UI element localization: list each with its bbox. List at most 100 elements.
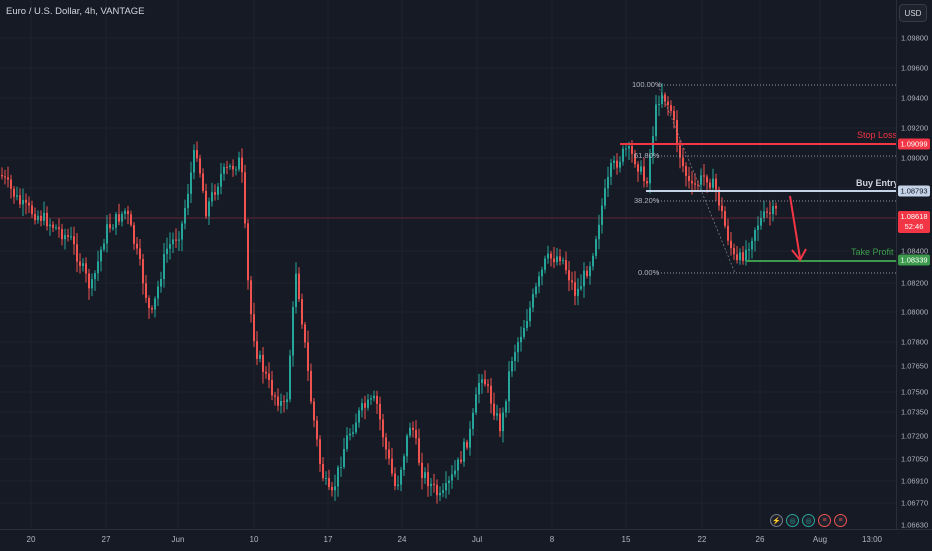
price-tick: 1.09200 <box>901 123 929 133</box>
chart-pane[interactable]: Euro / U.S. Dollar, 4h, VANTAGE Stop Los… <box>0 0 896 529</box>
candle-body <box>661 94 663 105</box>
candle-body <box>46 212 48 227</box>
candle-body <box>490 385 492 404</box>
candle-body <box>76 244 78 262</box>
candle-body <box>463 441 465 462</box>
time-tick: 22 <box>697 535 707 544</box>
candle-body <box>244 172 246 224</box>
candle-body <box>589 266 591 277</box>
candle-body <box>529 307 531 322</box>
candle-body <box>268 373 270 380</box>
time-tick: Jul <box>471 535 483 544</box>
candle-body <box>232 165 234 170</box>
currency-button[interactable]: USD <box>899 4 927 22</box>
candle-body <box>598 224 600 240</box>
candle-body <box>712 178 714 188</box>
candle-body <box>331 487 333 491</box>
candle-body <box>325 478 327 480</box>
candle-body <box>403 456 405 470</box>
candle-body <box>442 490 444 493</box>
candle-body <box>547 253 549 259</box>
candle-body <box>22 199 24 205</box>
candle-body <box>79 261 81 266</box>
flag-us-icon[interactable]: ≡ <box>834 514 847 527</box>
price-tick: 1.08200 <box>901 278 929 288</box>
candle-body <box>157 286 159 299</box>
candle-body <box>238 157 240 170</box>
candle-body <box>616 160 618 168</box>
candle-body <box>556 256 558 263</box>
candle-body <box>646 181 648 184</box>
candle-body <box>265 371 267 374</box>
candle-body <box>721 205 723 212</box>
candle-body <box>226 166 228 168</box>
indicator-icon[interactable]: ◎ <box>786 514 799 527</box>
candle-body <box>478 382 480 395</box>
candle-body <box>4 176 6 178</box>
candle-body <box>505 401 507 413</box>
candle-body <box>550 253 552 259</box>
take-profit-label: Take Profit <box>851 247 894 257</box>
candle-body <box>649 155 651 184</box>
candle-body <box>187 193 189 209</box>
candle-body <box>199 158 201 174</box>
candle-body <box>259 354 261 359</box>
candle-body <box>388 449 390 459</box>
time-axis[interactable]: 20 27 Jun 10 17 24 Jul 8 15 22 26 Aug 13:00 <box>0 529 932 551</box>
candle-body <box>601 205 603 225</box>
candle-body <box>469 428 471 448</box>
candle-body <box>109 224 111 229</box>
price-tick: 1.08400 <box>901 246 929 256</box>
candle-body <box>241 157 243 173</box>
price-axis[interactable]: USD 1.09800 1.09600 1.09400 1.09200 1.09000 1… <box>896 0 932 530</box>
candle-body <box>718 189 720 206</box>
price-tick: 1.09400 <box>901 93 929 103</box>
candle-body <box>610 163 612 177</box>
price-tick: 1.07650 <box>901 361 929 371</box>
candle-body <box>202 173 204 191</box>
candle-body <box>640 166 642 172</box>
candle-body <box>235 169 237 171</box>
candle-body <box>40 215 42 221</box>
candle-body <box>772 206 774 214</box>
candle-body <box>418 438 420 463</box>
time-tick: 24 <box>397 535 407 544</box>
candle-body <box>622 148 624 162</box>
candle-body <box>493 403 495 416</box>
candle-body <box>205 190 207 217</box>
candle-body <box>256 341 258 359</box>
candle-body <box>538 276 540 287</box>
candle-body <box>715 178 717 190</box>
price-tick: 1.06770 <box>901 498 929 508</box>
candle-body <box>10 179 12 189</box>
candle-body <box>664 94 666 102</box>
flag-eu-icon[interactable]: ≡ <box>818 514 831 527</box>
candle-body <box>619 161 621 168</box>
price-tick: 1.06630 <box>901 520 929 530</box>
candle-body <box>322 463 324 479</box>
candle-body <box>130 214 132 225</box>
indicator-icon[interactable]: ◎ <box>802 514 815 527</box>
lightning-icon[interactable]: ⚡ <box>770 514 783 527</box>
candle-body <box>31 205 33 215</box>
candle-body <box>382 419 384 438</box>
candle-body <box>730 240 732 249</box>
candle-body <box>100 249 102 262</box>
candle-body <box>526 321 528 328</box>
candle-body <box>607 176 609 189</box>
candle-body <box>193 150 195 173</box>
candlestick-chart[interactable] <box>0 0 896 529</box>
candle-body <box>604 188 606 206</box>
candle-body <box>16 195 18 197</box>
fib-trend-line <box>657 84 736 274</box>
candle-body <box>484 379 486 385</box>
buy-entry-label: Buy Entry <box>856 178 896 188</box>
candle-body <box>343 448 345 467</box>
candle-body <box>391 458 393 474</box>
candle-body <box>523 327 525 337</box>
target-arrow-shaft <box>789 195 801 259</box>
candle-body <box>367 399 369 408</box>
candle-body <box>634 153 636 165</box>
candle-body <box>55 227 57 229</box>
candle-body <box>457 459 459 471</box>
